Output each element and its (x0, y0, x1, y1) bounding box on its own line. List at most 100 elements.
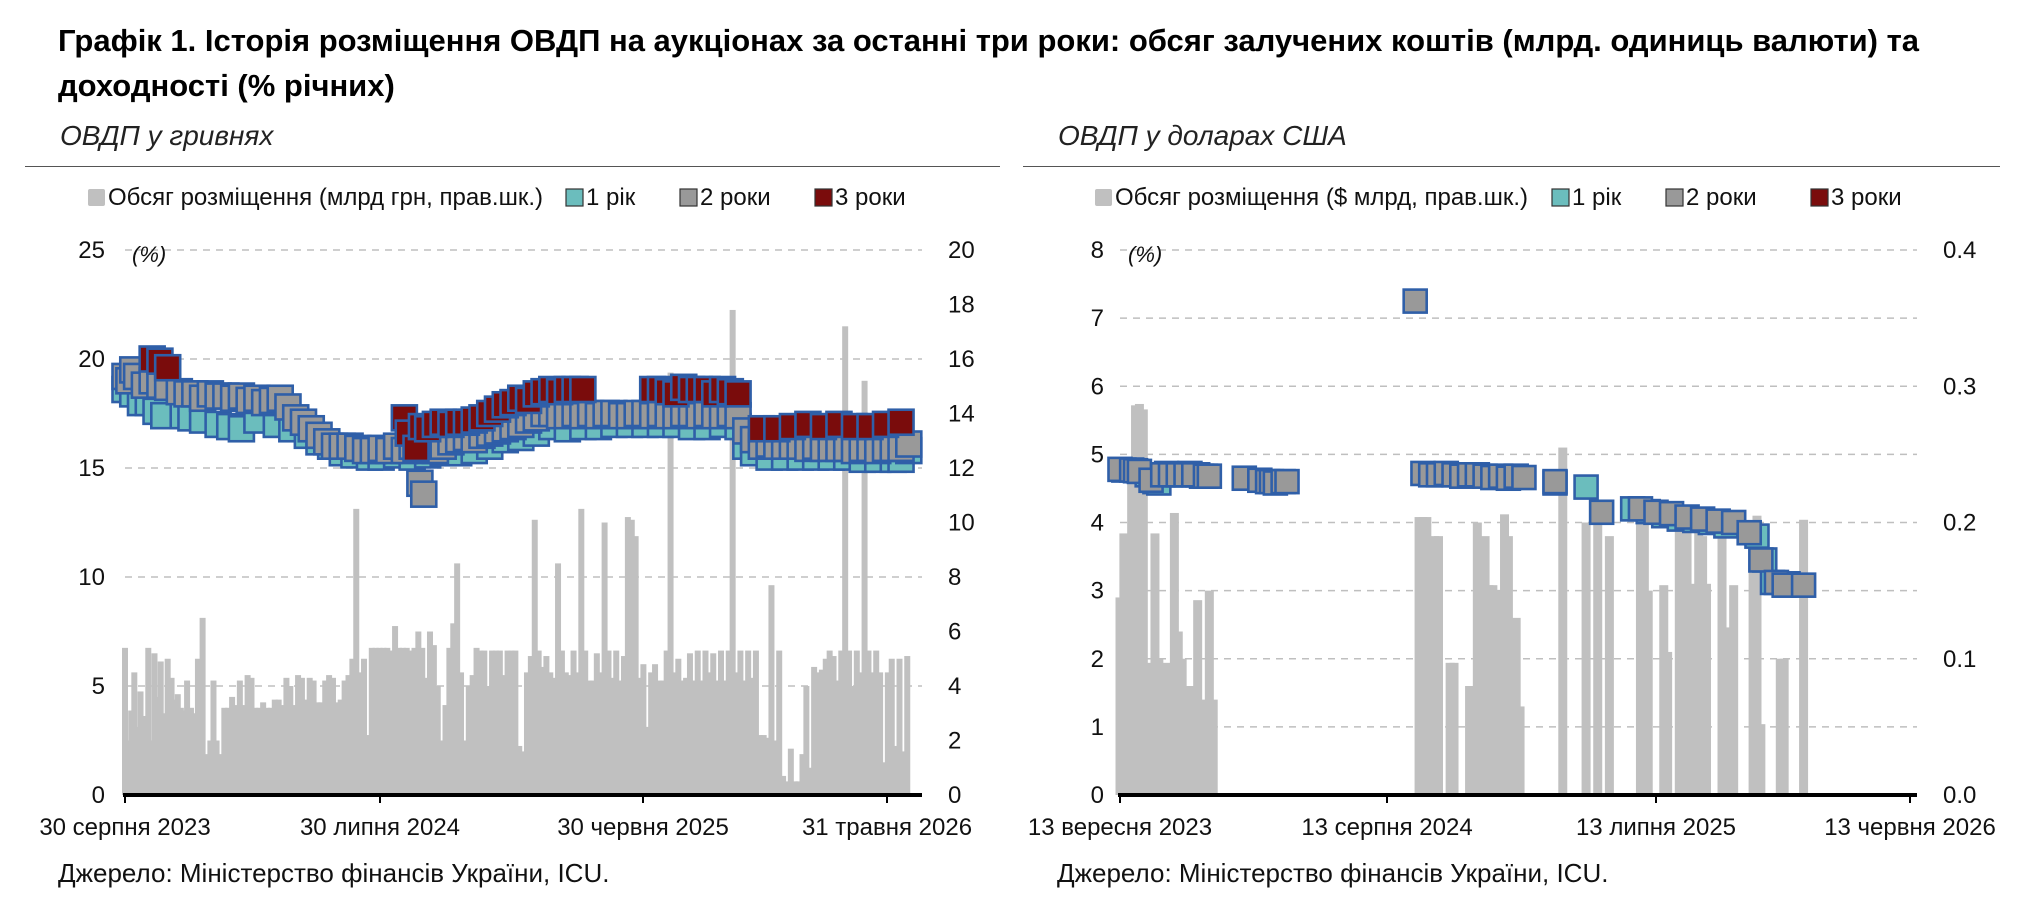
legend-label-y1: 1 рік (1572, 184, 1622, 211)
volume-bar (1204, 590, 1214, 795)
volume-bar (888, 658, 895, 795)
volume-bar (442, 705, 449, 795)
y-unit-label: (%) (132, 242, 166, 267)
volume-bar (283, 677, 290, 795)
volume-bar (624, 517, 631, 795)
volume-bar (384, 647, 391, 795)
volume-bar (1558, 447, 1568, 795)
volume-bar (776, 650, 783, 795)
volume-bars (122, 309, 911, 795)
volume-bar (570, 650, 577, 795)
volume-bar (671, 672, 678, 795)
volume-bar (203, 754, 210, 795)
volume-bar (605, 650, 612, 795)
volume-bar (267, 707, 274, 795)
volume-bar (423, 677, 430, 795)
volume-bar (609, 677, 616, 795)
y-right-tick: 0.4 (1943, 237, 1976, 264)
volume-bar (628, 519, 635, 795)
volume-bar (295, 675, 302, 795)
volume-bar (148, 740, 155, 795)
volume-bar (900, 751, 907, 795)
volume-bar (434, 686, 441, 795)
volume-bar (134, 726, 141, 795)
volume-bar (873, 650, 880, 795)
volume-bar (1142, 662, 1152, 795)
marker-y2 (1736, 519, 1763, 546)
volume-bar (341, 680, 348, 795)
volume-bar (392, 626, 399, 795)
volume-bar (361, 658, 368, 795)
volume-bar (861, 380, 868, 795)
chart-uah: Обсяг розміщення (млрд грн, прав.шк.) 1 р… (39, 184, 975, 841)
volume-bar (221, 707, 228, 795)
volume-bar (395, 647, 402, 795)
volume-bar (411, 647, 418, 795)
y-left-tick: 5 (92, 673, 105, 700)
volume-bar (415, 631, 422, 795)
volume-bar (180, 710, 187, 795)
volume-bar (403, 647, 410, 795)
volume-bar (216, 754, 223, 795)
volume-bar (718, 650, 725, 795)
volume-bar (601, 522, 608, 795)
volume-bar (846, 650, 853, 795)
legend-swatch-y2 (1665, 188, 1684, 207)
volume-bar (168, 677, 175, 795)
volume-bar (252, 707, 259, 795)
volume-bar (787, 748, 794, 795)
volume-bar (446, 647, 453, 795)
volume-bar (1433, 536, 1443, 795)
volume-bar (461, 740, 468, 795)
y-right-tick: 20 (948, 237, 975, 264)
volume-bar (558, 650, 565, 795)
y-left-tick: 15 (78, 455, 105, 482)
volume-bar (896, 658, 903, 795)
volume-bar (287, 686, 294, 795)
marker-y3 (724, 380, 752, 408)
volume-bar (329, 677, 336, 795)
volume-bar (1503, 536, 1513, 795)
volume-bar (229, 696, 236, 795)
y-left-tick: 25 (78, 237, 105, 264)
y-right-tick: 0.2 (1943, 510, 1976, 537)
volume-bar (1208, 699, 1218, 795)
volume-bar (318, 702, 325, 795)
volume-bar (783, 781, 790, 795)
volume-bar (818, 669, 825, 795)
series-y2 (1107, 288, 1817, 598)
volume-bar (357, 672, 364, 795)
y-right-tick: 2 (948, 728, 961, 755)
volume-bar (1449, 662, 1459, 795)
volume-bar (337, 699, 344, 795)
legend-label-volume: Обсяг розміщення (млрд грн, прав.шк.) (108, 184, 543, 211)
volume-bar (737, 650, 744, 795)
volume-bar (380, 647, 387, 795)
x-tick-label: 13 серпня 2024 (1301, 814, 1472, 841)
legend-label-y3: 3 роки (835, 184, 906, 211)
volume-bar (648, 672, 655, 795)
volume-bar (145, 647, 152, 795)
volume-bar (516, 745, 523, 795)
volume-bar (539, 666, 546, 795)
volume-bar (1721, 627, 1731, 795)
volume-bar (236, 680, 243, 795)
volume-bar (520, 751, 527, 795)
volume-bar (1154, 658, 1164, 795)
volume-bar (1799, 519, 1809, 795)
volume-bar (364, 735, 371, 795)
volume-bar (345, 675, 352, 795)
volume-bar (489, 650, 496, 795)
volume-bar (184, 680, 191, 795)
volume-bar (275, 699, 282, 795)
volume-bar (199, 617, 206, 795)
volume-bar (811, 666, 818, 795)
volume-bar (1643, 590, 1653, 795)
volume-bar (543, 656, 550, 795)
x-tick-label: 13 вересня 2023 (1028, 814, 1212, 841)
volume-bar (791, 781, 798, 795)
volume-bar (1138, 409, 1148, 795)
volume-bar (644, 726, 651, 795)
volume-bar (485, 686, 492, 795)
volume-bar (473, 647, 480, 795)
